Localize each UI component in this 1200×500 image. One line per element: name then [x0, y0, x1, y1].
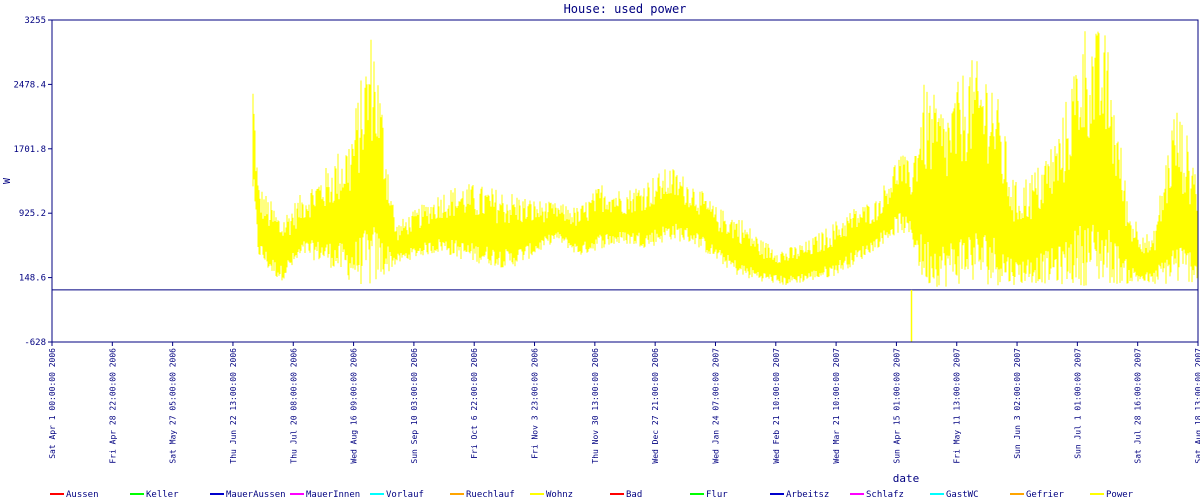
legend-label: Gefrier: [1026, 490, 1065, 500]
x-axis-label: date: [893, 472, 920, 485]
legend: Aussen Keller MauerAussen MauerInnen Vorlauf…: [50, 490, 1134, 500]
x-tick-label: Wed Feb 21 10:00:00 2007: [772, 348, 781, 464]
x-tick-label: Wed Mar 21 10:00:00 2007: [832, 348, 841, 464]
x-tick-label: Fri May 11 13:00:00 2007: [953, 348, 962, 464]
legend-item: Vorlauf: [370, 490, 424, 500]
y-tick-label: -628: [24, 338, 46, 348]
chart-title: House: used power: [564, 2, 687, 16]
x-tick-label: Thu Nov 30 13:00:00 2006: [591, 348, 600, 464]
x-tick-label: Fri Apr 28 22:00:00 2006: [108, 348, 117, 464]
legend-item: Gefrier: [1010, 490, 1065, 500]
x-tick-label: Sat May 27 05:00:00 2006: [169, 348, 178, 464]
legend-item: Arbeitsz: [770, 490, 829, 500]
x-tick-label: Wed Dec 27 21:00:00 2006: [651, 348, 660, 464]
x-tick-label: Fri Oct 6 22:00:00 2006: [470, 348, 479, 459]
legend-label: Bad: [626, 490, 642, 500]
x-tick-label: Sun Sep 10 03:00:00 2006: [410, 348, 419, 464]
x-tick-label: Sun Apr 15 01:00:00 2007: [892, 348, 901, 464]
y-axis-ticks: -628 148.6 925.2 1701.8 2478.4 3255: [13, 16, 52, 348]
x-tick-label: Sun Jul 1 01:00:00 2007: [1073, 348, 1082, 459]
y-tick-label: 2478.4: [13, 80, 46, 90]
legend-label: Arbeitsz: [786, 490, 829, 500]
legend-item: Bad: [610, 490, 642, 500]
legend-item: Keller: [130, 490, 179, 500]
legend-label: GastWC: [946, 490, 979, 500]
legend-item: Aussen: [50, 490, 99, 500]
legend-label: Keller: [146, 490, 179, 500]
legend-label: MauerInnen: [306, 490, 360, 500]
x-tick-label: Thu Jul 20 08:00:00 2006: [289, 348, 298, 464]
x-tick-label: Sat Aug 18 13:00:00 2007: [1194, 348, 1200, 464]
x-tick-label: Fri Nov 3 23:00:00 2006: [531, 348, 540, 459]
x-tick-label: Wed Jan 24 07:00:00 2007: [711, 348, 720, 464]
y-tick-label: 1701.8: [13, 145, 46, 155]
legend-item: MauerInnen: [290, 490, 360, 500]
legend-label: Wohnz: [546, 490, 573, 500]
legend-label: Ruechlauf: [466, 490, 515, 500]
y-tick-label: 925.2: [19, 209, 46, 219]
x-axis-ticks: Sat Apr 1 00:00:00 2006 Fri Apr 28 22:00:…: [48, 342, 1200, 464]
series-line: [252, 31, 1199, 287]
x-tick-label: Sat Jul 28 16:00:00 2007: [1134, 348, 1143, 464]
legend-item: GastWC: [930, 490, 979, 500]
x-tick-label: Wed Aug 16 09:00:00 2006: [350, 348, 359, 464]
y-tick-label: 148.6: [19, 274, 46, 284]
y-axis-label: W: [2, 177, 13, 184]
x-tick-label: Sun Jun 3 02:00:00 2007: [1013, 348, 1022, 459]
plot-frame: [51, 19, 1199, 343]
x-tick-label: Sat Apr 1 00:00:00 2006: [48, 348, 57, 459]
legend-label: Schlafz: [866, 490, 904, 500]
legend-item: Schlafz: [850, 490, 904, 500]
legend-item: Ruechlauf: [450, 490, 515, 500]
legend-label: Aussen: [66, 490, 99, 500]
legend-item: MauerAussen: [210, 490, 286, 500]
legend-item: Wohnz: [530, 490, 573, 500]
legend-item: Power: [1090, 490, 1134, 500]
legend-label: Power: [1106, 490, 1134, 500]
legend-label: MauerAussen: [226, 490, 286, 500]
legend-label: Vorlauf: [386, 490, 424, 500]
x-tick-label: Thu Jun 22 13:00:00 2006: [229, 348, 238, 464]
legend-item: Flur: [690, 490, 728, 500]
series-power: [252, 31, 1199, 342]
series-area: [252, 31, 1199, 342]
legend-label: Flur: [706, 490, 728, 500]
y-tick-label: 3255: [24, 16, 46, 26]
